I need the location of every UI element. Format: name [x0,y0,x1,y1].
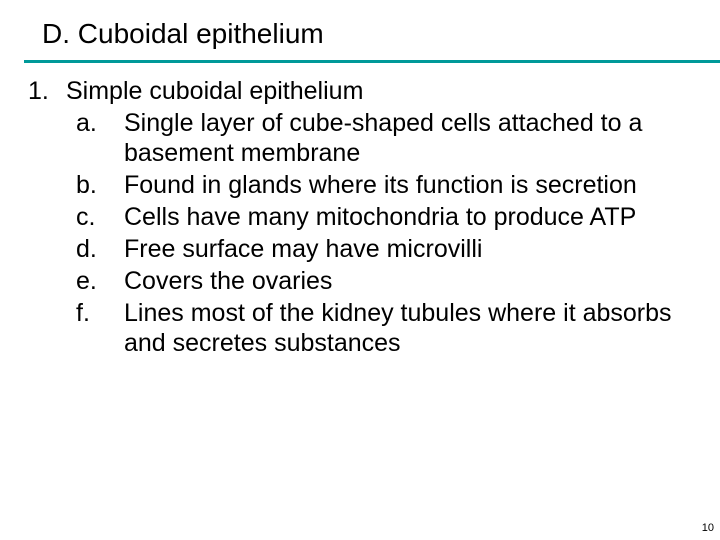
list-letter: e. [76,267,124,296]
list-heading: Simple cuboidal epithelium [66,77,363,106]
list-text: Found in glands where its function is se… [124,170,641,200]
list-item: c. Cells have many mitochondria to produ… [28,202,712,232]
list-text: Cells have many mitochondria to produce … [124,202,640,232]
list-text: Single layer of cube-shaped cells attach… [124,108,712,168]
list-letter: a. [76,109,124,138]
list-letter: b. [76,171,124,200]
page-number: 10 [702,522,714,534]
list-item: d. Free surface may have microvilli [28,234,712,264]
list-item: e. Covers the ovaries [28,266,712,296]
list-text: Lines most of the kidney tubules where i… [124,298,712,358]
list-letter: f. [76,299,124,328]
slide-title: D. Cuboidal epithelium [28,18,712,50]
list-level1: 1. Simple cuboidal epithelium [28,77,712,106]
list-number: 1. [28,77,66,106]
list-item: b. Found in glands where its function is… [28,170,712,200]
outline: 1. Simple cuboidal epithelium a. Single … [28,77,712,358]
list-item: f. Lines most of the kidney tubules wher… [28,298,712,358]
slide: D. Cuboidal epithelium 1. Simple cuboida… [0,0,720,540]
list-letter: d. [76,235,124,264]
list-item: a. Single layer of cube-shaped cells att… [28,108,712,168]
list-text: Free surface may have microvilli [124,234,486,264]
title-underline [24,60,720,63]
list-text: Covers the ovaries [124,266,336,296]
list-letter: c. [76,203,124,232]
